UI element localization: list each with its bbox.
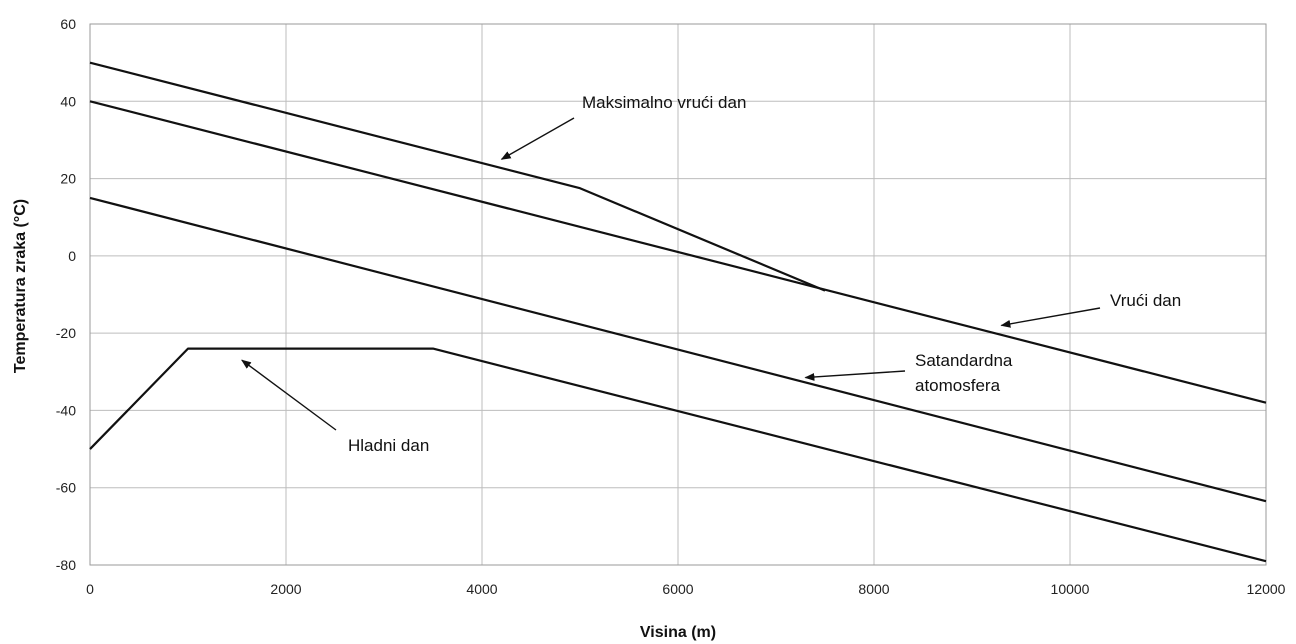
- x-tick-label: 10000: [1051, 581, 1090, 597]
- y-tick-label: -60: [56, 480, 76, 496]
- annotations: Maksimalno vrući dan Vrući dan Satandardna…: [241, 93, 1181, 455]
- y-tick-label: -80: [56, 557, 76, 573]
- annotation-arrow: [500, 117, 575, 160]
- x-tick-label: 12000: [1247, 581, 1286, 597]
- series-line-1: [89, 61, 826, 292]
- tick-labels: 0 2000 4000 6000 8000 10000 12000 -80 -60 -40 -20 0…: [56, 16, 1286, 597]
- series-line-2: [89, 100, 1267, 404]
- x-axis-title: Visina (m): [640, 624, 716, 641]
- y-tick-label: 20: [60, 171, 76, 187]
- series-lines: [89, 61, 1267, 563]
- y-tick-label: -40: [56, 402, 76, 418]
- annotation-label: Maksimalno vrući dan: [582, 93, 746, 112]
- annotation-label: Satandardna atomosfera: [915, 351, 1013, 395]
- y-tick-label: -20: [56, 325, 76, 341]
- annotation-label: Vrući dan: [1110, 291, 1181, 310]
- gridlines: [90, 24, 1266, 565]
- y-tick-label: 0: [68, 248, 76, 264]
- x-tick-label: 2000: [270, 581, 301, 597]
- series-line-3: [89, 196, 1267, 503]
- x-tick-label: 0: [86, 581, 94, 597]
- plot-area-border: [89, 23, 1267, 566]
- series-line-4: [89, 347, 1267, 563]
- y-axis-title: Temperatura zraka (°C): [12, 199, 29, 373]
- plot-frame: [89, 23, 1267, 566]
- annotation-arrow: [804, 370, 906, 381]
- y-tick-label: 40: [60, 93, 76, 109]
- x-tick-label: 8000: [858, 581, 889, 597]
- annotation-label: Hladni dan: [348, 436, 429, 455]
- annotation-arrow: [241, 359, 337, 431]
- y-tick-label: 60: [60, 16, 76, 32]
- x-tick-label: 4000: [466, 581, 497, 597]
- annotation-arrow: [1000, 307, 1101, 328]
- x-tick-label: 6000: [662, 581, 693, 597]
